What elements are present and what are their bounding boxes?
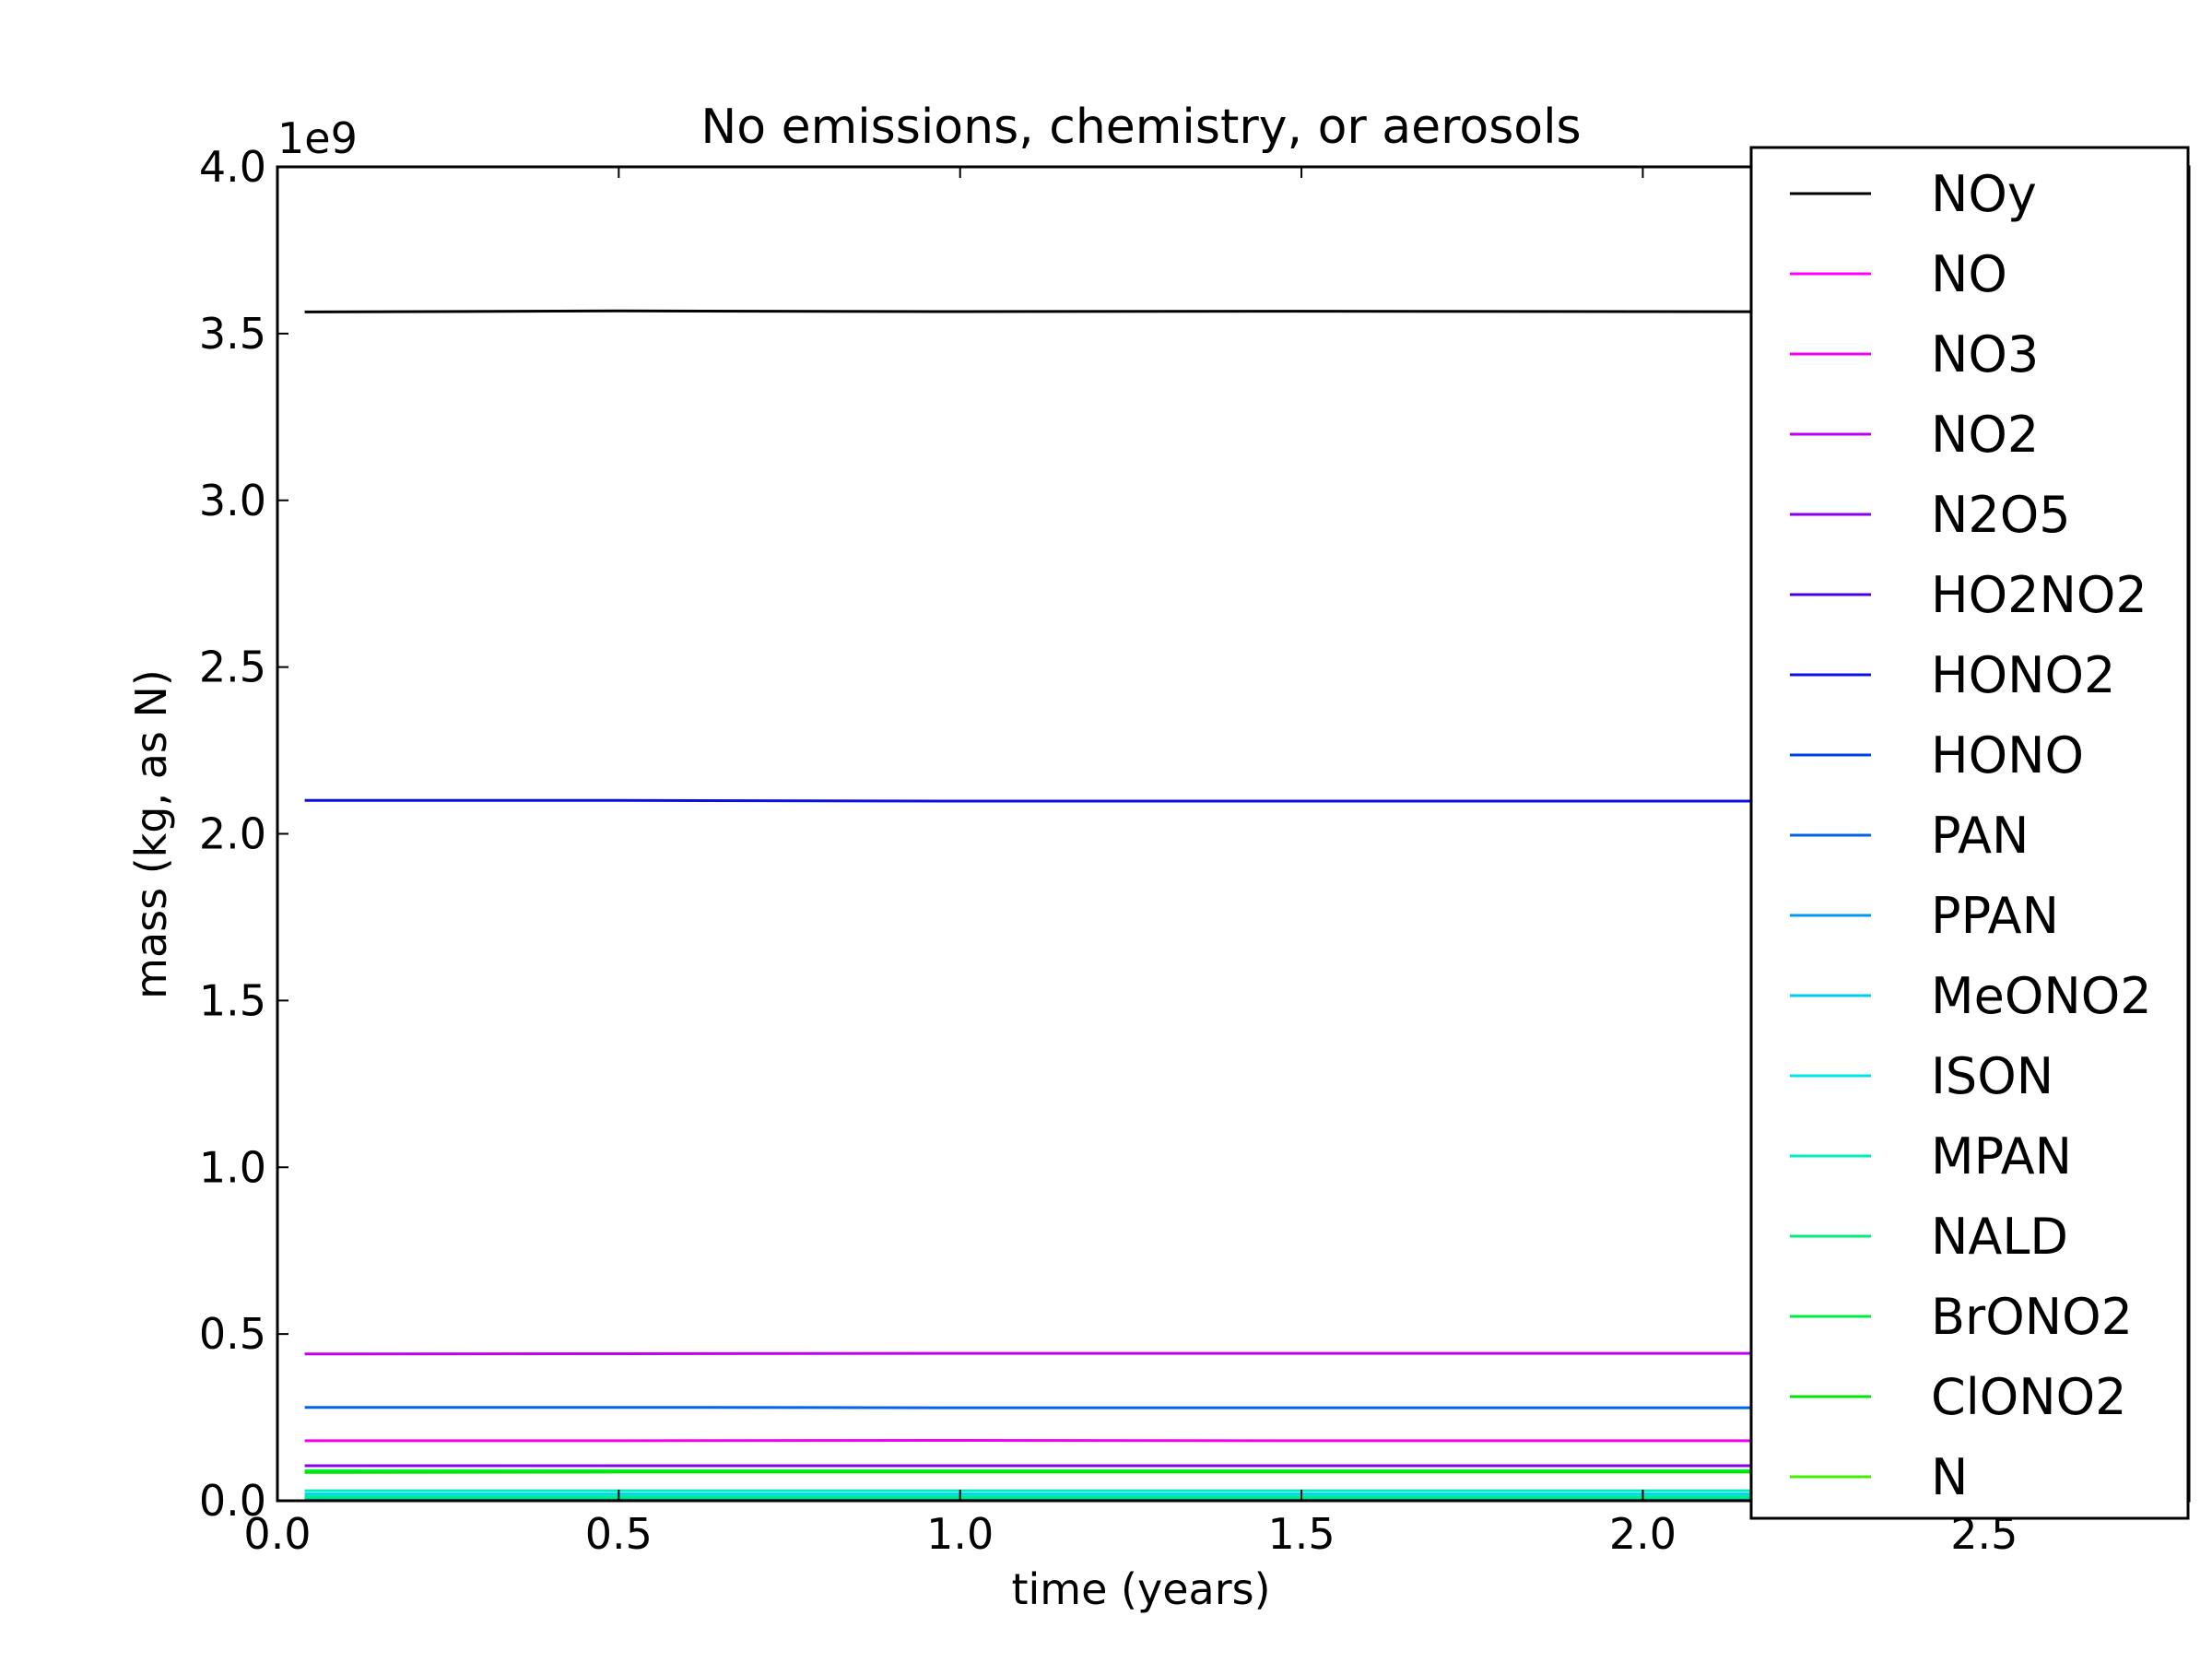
legend-label-ison: ISON xyxy=(1931,1047,2053,1105)
y-tick-label: 1.5 xyxy=(199,975,266,1025)
x-tick-label: 1.0 xyxy=(926,1509,994,1559)
x-tick-label: 0.5 xyxy=(585,1509,653,1559)
y-tick-label: 3.5 xyxy=(199,309,266,359)
y-tick-label: 2.0 xyxy=(199,809,266,859)
legend-label-brono2: BrONO2 xyxy=(1931,1288,2133,1346)
legend-label-ppan: PPAN xyxy=(1931,887,2059,945)
legend-label-ho2no2: HO2NO2 xyxy=(1931,566,2147,624)
legend: NOy NO NO3 NO2 N2O5 HO2NO2 HONO2 HONO PAN PPAN MeO… xyxy=(1751,147,2188,1518)
y-axis-label: mass (kg, as N) xyxy=(126,669,176,999)
chart-title: No emissions, chemistry, or aerosols xyxy=(700,100,1581,155)
legend-label-nald: NALD xyxy=(1931,1208,2068,1266)
legend-label-hono2: HONO2 xyxy=(1931,646,2115,704)
legend-label-meono2: MeONO2 xyxy=(1931,967,2152,1025)
y-tick-label: 1.0 xyxy=(199,1142,266,1192)
y-tick-label: 3.0 xyxy=(199,476,266,525)
legend-label-no2: NO2 xyxy=(1931,406,2039,464)
y-tick-label: 0.5 xyxy=(199,1309,266,1359)
x-tick-label: 2.0 xyxy=(1609,1509,1677,1559)
y-tick-label: 4.0 xyxy=(199,142,266,192)
y-tick-label: 0.0 xyxy=(199,1476,266,1526)
legend-label-hono: HONO xyxy=(1931,726,2084,784)
legend-label-n2o5: N2O5 xyxy=(1931,486,2071,544)
legend-label-noy: NOy xyxy=(1931,165,2037,223)
legend-label-mpan: MPAN xyxy=(1931,1127,2072,1185)
x-tick-label: 1.5 xyxy=(1267,1509,1335,1559)
legend-label-pan: PAN xyxy=(1931,807,2029,865)
y-scale-label: 1e9 xyxy=(277,113,358,163)
legend-label-no: NO xyxy=(1931,245,2007,303)
legend-label-no3: NO3 xyxy=(1931,325,2039,383)
x-axis-label: time (years) xyxy=(1011,1564,1270,1614)
legend-label-n: N xyxy=(1931,1448,1968,1506)
legend-label-clono2: ClONO2 xyxy=(1931,1368,2126,1426)
y-tick-label: 2.5 xyxy=(199,643,266,692)
